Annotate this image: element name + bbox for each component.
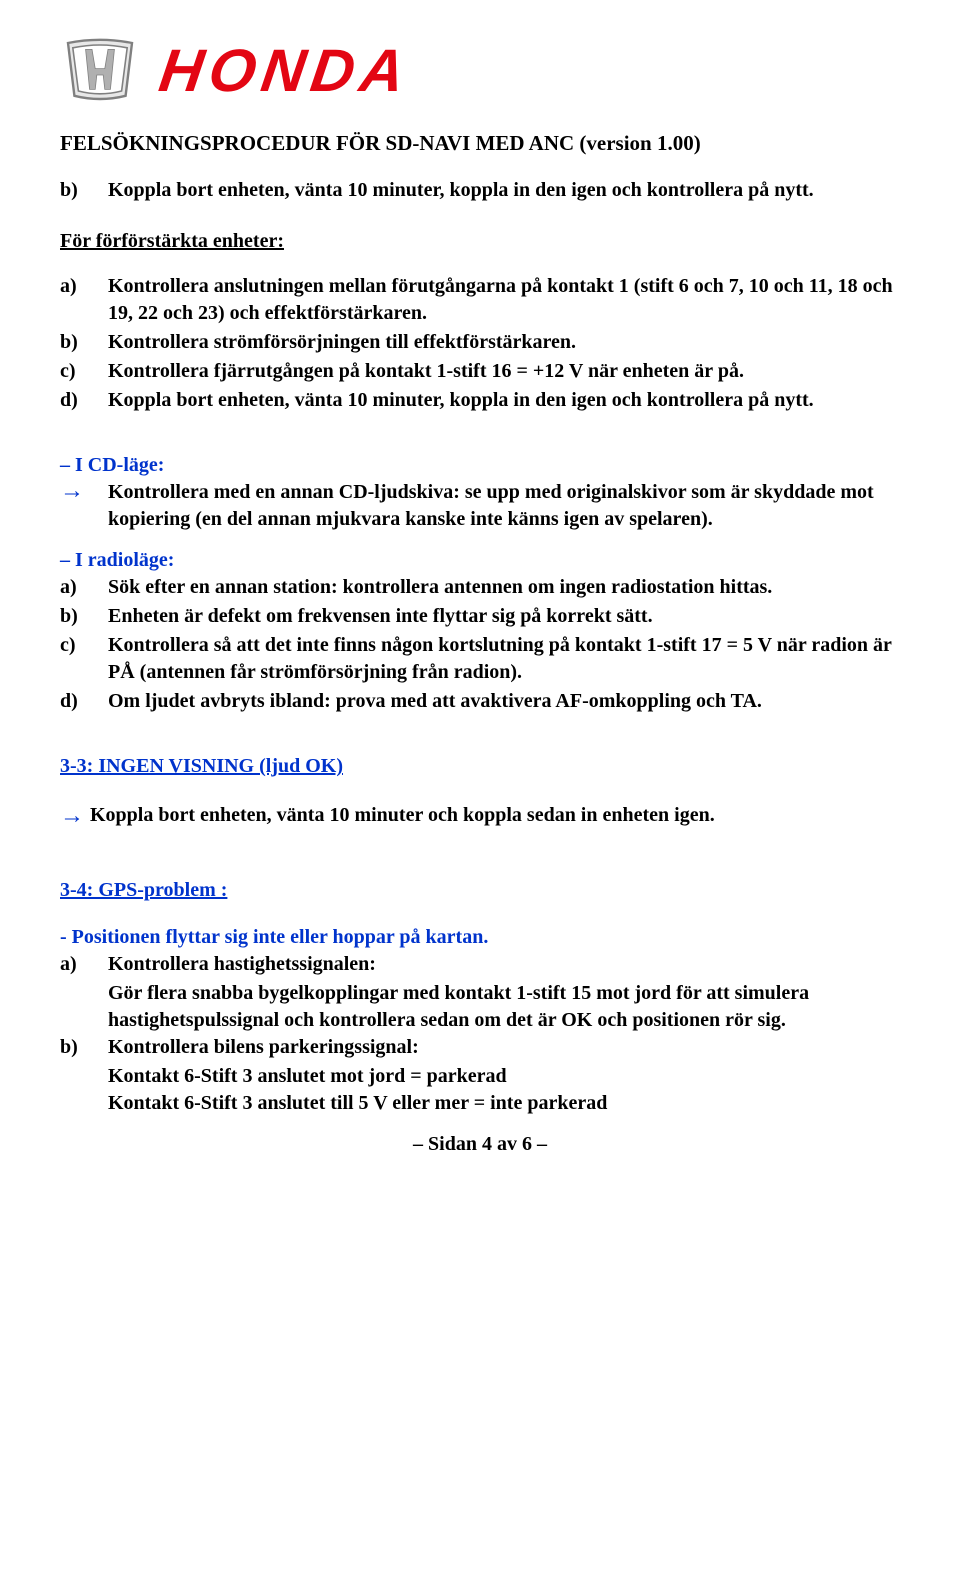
item-label: b)	[60, 1034, 108, 1061]
sec33-heading: 3-3: INGEN VISNING (ljud OK)	[60, 753, 900, 780]
honda-emblem-icon	[60, 38, 140, 104]
item-text: Kontrollera så att det inte finns någon …	[108, 632, 900, 686]
item-text: Koppla bort enheten, vänta 10 minuter, k…	[108, 387, 900, 414]
list-item: c) Kontrollera fjärrutgången på kontakt …	[60, 358, 900, 385]
list-item: a) Sök efter en annan station: kontrolle…	[60, 574, 900, 601]
item-text: Koppla bort enheten, vänta 10 minuter, k…	[108, 177, 900, 204]
section-3-3: 3-3: INGEN VISNING (ljud OK) → Koppla bor…	[60, 753, 900, 832]
arrow-item: → Kontrollera med en annan CD-ljudskiva:…	[60, 479, 900, 533]
item-text: Sök efter en annan station: kontrollera …	[108, 574, 900, 601]
list-item: b) Kontrollera bilens parkeringssignal:	[60, 1034, 900, 1061]
list-item: d) Koppla bort enheten, vänta 10 minuter…	[60, 387, 900, 414]
cd-mode-section: – I CD-läge: → Kontrollera med en annan …	[60, 452, 900, 533]
radio-mode-section: – I radioläge: a) Sök efter en annan sta…	[60, 547, 900, 715]
list-item: b) Kontrollera strömförsörjningen till e…	[60, 329, 900, 356]
item-lead: Kontrollera bilens parkeringssignal:	[108, 1034, 900, 1061]
preamp-section: För förförstärkta enheter: a) Kontroller…	[60, 228, 900, 414]
item-label: d)	[60, 387, 108, 414]
sec34-heading: 3-4: GPS-problem :	[60, 877, 900, 904]
list-item: a) Kontrollera hastighetssignalen:	[60, 951, 900, 978]
list-item: b) Koppla bort enheten, vänta 10 minuter…	[60, 177, 900, 204]
item-lead: Kontrollera hastighetssignalen:	[108, 951, 900, 978]
document-title: FELSÖKNINGSPROCEDUR FÖR SD-NAVI MED ANC …	[60, 129, 900, 157]
item-text: Kontrollera strömförsörjningen till effe…	[108, 329, 900, 356]
sec34-subheading: - Positionen flyttar sig inte eller hopp…	[60, 924, 900, 951]
section-3-4: 3-4: GPS-problem : - Positionen flyttar …	[60, 877, 900, 1117]
item-text: Kontrollera anslutningen mellan förutgån…	[108, 273, 900, 327]
item-label: d)	[60, 688, 108, 715]
item-body-line: Kontakt 6-Stift 3 anslutet mot jord = pa…	[108, 1063, 900, 1090]
radio-mode-heading: – I radioläge:	[60, 547, 900, 574]
item-label: b)	[60, 177, 108, 204]
intro-section: b) Koppla bort enheten, vänta 10 minuter…	[60, 177, 900, 204]
list-item: b) Enheten är defekt om frekvensen inte …	[60, 603, 900, 630]
list-item: c) Kontrollera så att det inte finns någ…	[60, 632, 900, 686]
sec33-text: Koppla bort enheten, vänta 10 minuter oc…	[90, 804, 715, 826]
item-text: Enheten är defekt om frekvensen inte fly…	[108, 603, 900, 630]
item-body-line: Kontakt 6-Stift 3 anslutet till 5 V elle…	[108, 1090, 900, 1117]
page-footer: – Sidan 4 av 6 –	[60, 1131, 900, 1158]
item-text: Kontrollera med en annan CD-ljudskiva: s…	[108, 479, 900, 533]
item-label: b)	[60, 329, 108, 356]
arrow-icon: →	[60, 800, 84, 832]
item-text: Kontrollera fjärrutgången på kontakt 1-s…	[108, 358, 900, 385]
arrow-icon: →	[60, 479, 108, 533]
item-label: b)	[60, 603, 108, 630]
item-text: Om ljudet avbryts ibland: prova med att …	[108, 688, 900, 715]
list-item: d) Om ljudet avbryts ibland: prova med a…	[60, 688, 900, 715]
item-label: a)	[60, 273, 108, 327]
item-label: c)	[60, 632, 108, 686]
preamp-heading: För förförstärkta enheter:	[60, 228, 900, 255]
item-label: a)	[60, 574, 108, 601]
brand-header: HONDA	[60, 30, 900, 111]
list-item: a) Kontrollera anslutningen mellan förut…	[60, 273, 900, 327]
honda-wordmark: HONDA	[154, 30, 415, 111]
item-label: c)	[60, 358, 108, 385]
item-body: Gör flera snabba bygelkopplingar med kon…	[108, 980, 900, 1034]
sec33-arrow-line: → Koppla bort enheten, vänta 10 minuter o…	[60, 800, 900, 832]
item-label: a)	[60, 951, 108, 978]
cd-mode-heading: – I CD-läge:	[60, 452, 900, 479]
